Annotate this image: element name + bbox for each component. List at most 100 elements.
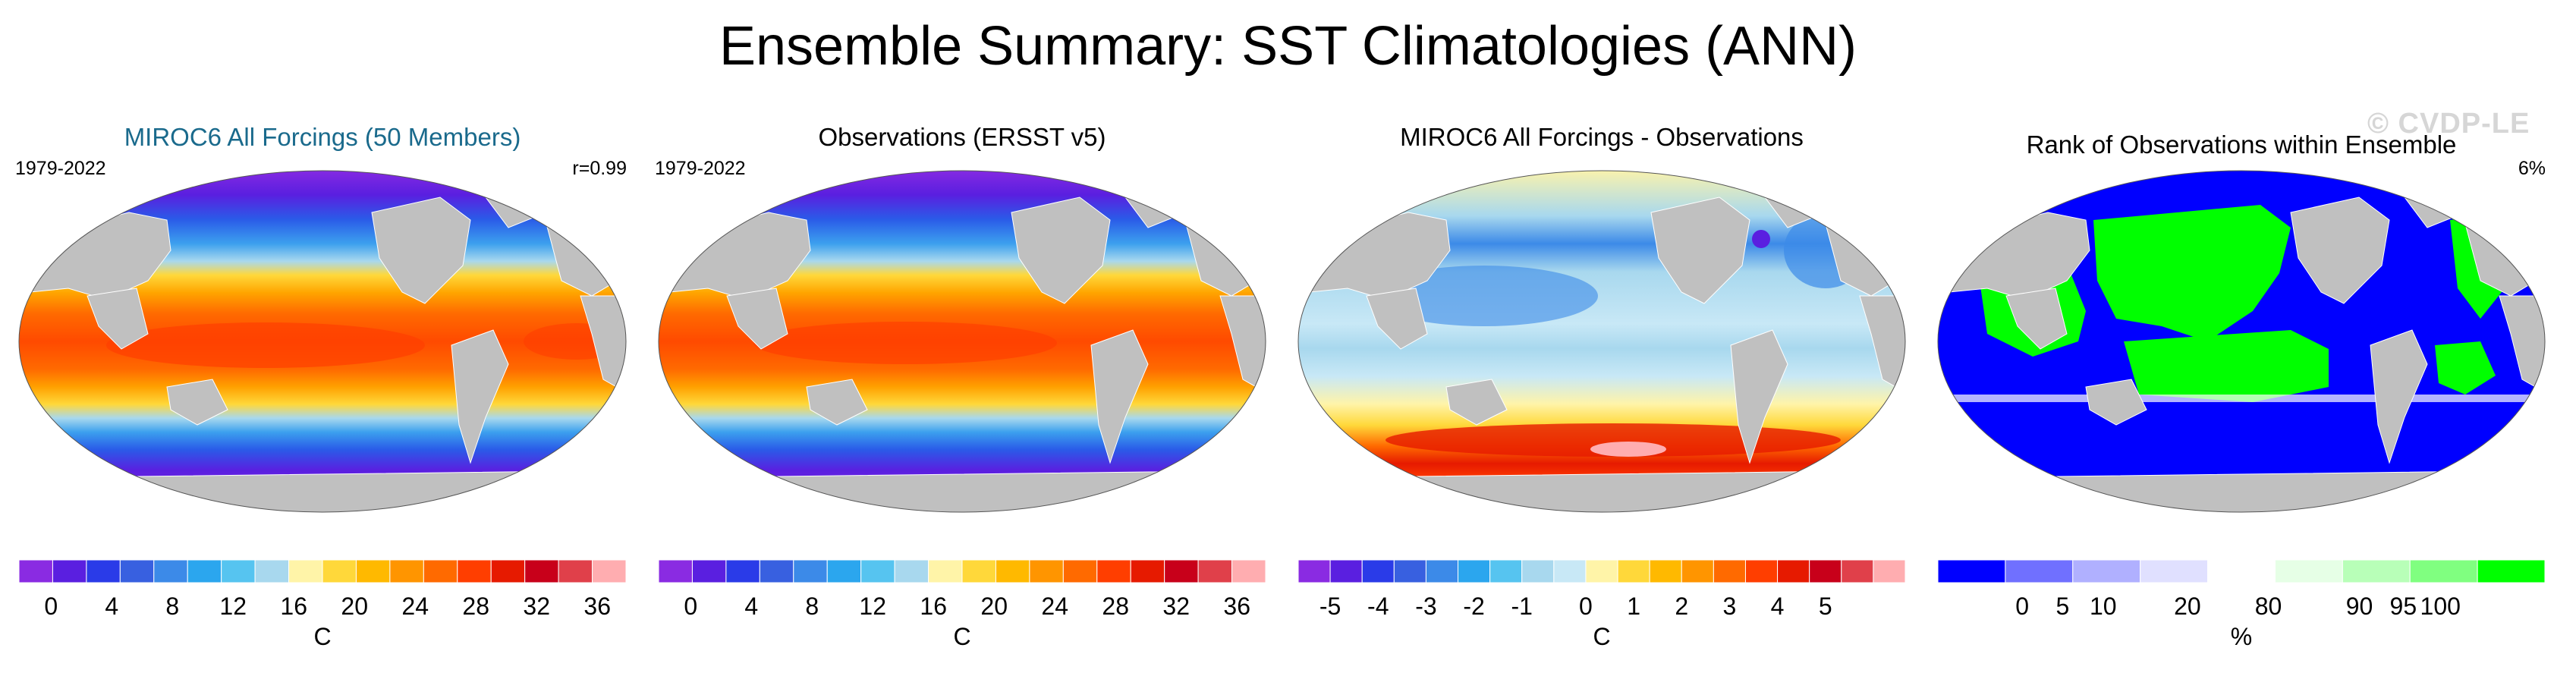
colorbar-box (1361, 560, 1395, 583)
colorbar-box (1425, 560, 1459, 583)
colorbar-unit: C (953, 623, 970, 650)
colorbar-ticks: 0 4 8 12 16 20 24 28 32 36 (684, 593, 1250, 620)
colorbar-box (288, 560, 323, 583)
colorbar-tick-label: -1 (1511, 593, 1533, 620)
colorbar-tick-label: -5 (1319, 593, 1341, 620)
colorbar-boxes (1297, 560, 1906, 583)
north-pacific-rank-high (2093, 205, 2291, 341)
panel-title: Rank of Observations within Ensemble (2026, 130, 2457, 159)
colorbar-box (423, 560, 458, 583)
colorbar-box (389, 560, 424, 583)
colorbar-box (457, 560, 492, 583)
colorbar-box (1713, 560, 1746, 583)
colorbar-tick-label: 12 (859, 593, 886, 620)
colorbar-box (2005, 560, 2074, 583)
colorbar: 0 4 8 12 16 20 24 28 32 36 C (18, 560, 627, 650)
colorbar-box (1841, 560, 1874, 583)
colorbar: 0 5 10 20 80 90 95 100 % (1937, 560, 2546, 650)
colorbar-box (759, 560, 794, 583)
colorbar-tick-label: 0 (44, 593, 58, 620)
colorbar-box (2274, 560, 2343, 583)
correlation-label: r=0.99 (572, 158, 627, 179)
colorbar-tick-label: 10 (2090, 593, 2117, 620)
colorbar-tick-label: 32 (1162, 593, 1190, 620)
colorbar-box (355, 560, 391, 583)
colorbar-box (524, 560, 559, 583)
colorbar-box (995, 560, 1030, 583)
rank-mid-band (1938, 395, 2545, 402)
area-fraction-label: 6% (2518, 158, 2546, 179)
colorbar-tick-label: 4 (744, 593, 758, 620)
colorbar-box (153, 560, 188, 583)
colorbar-box (221, 560, 256, 583)
colorbar-tick-label: 20 (980, 593, 1008, 620)
colorbar-box (1937, 560, 2006, 583)
colorbar-box (2342, 560, 2411, 583)
colorbar-box (1096, 560, 1131, 583)
colorbar-box (1164, 560, 1199, 583)
colorbar-tick-label: 90 (2346, 593, 2373, 620)
sst-map-observed (658, 170, 1266, 513)
southern-ocean-bias-maximum (1590, 442, 1666, 457)
colorbar-tick-label: 4 (105, 593, 118, 620)
colorbar-unit: % (2231, 623, 2252, 650)
colorbar-box (1585, 560, 1618, 583)
southern-ocean-warm-bias (1386, 423, 1841, 457)
colorbar-ticks: 0 5 10 20 80 90 95 100 (2015, 593, 2461, 620)
ocean-field (1298, 171, 1905, 512)
colorbar-tick-label: -4 (1367, 593, 1389, 620)
colorbar-tick-label: 8 (805, 593, 819, 620)
colorbar-tick-label: 95 (2390, 593, 2417, 620)
colorbar-box (558, 560, 593, 583)
colorbar-tick-label: 24 (1041, 593, 1068, 620)
colorbar-tick-label: 3 (1723, 593, 1737, 620)
colorbar-box (1458, 560, 1491, 583)
colorbar-box (928, 560, 963, 583)
panel-rank: Rank of Observations within Ensemble 6% (1926, 114, 2556, 676)
colorbar-tick-label: 100 (2420, 593, 2461, 620)
colorbar-box (2140, 560, 2209, 583)
colorbar-box (860, 560, 895, 583)
colorbar-tick-label: 20 (341, 593, 368, 620)
colorbar-tick-label: 1 (1627, 593, 1640, 620)
period-label: 1979-2022 (655, 158, 746, 179)
colorbar-tick-label: 0 (1579, 593, 1593, 620)
colorbar-ticks: 0 4 8 12 16 20 24 28 32 36 (44, 593, 611, 620)
colorbar-tick-label: 24 (401, 593, 429, 620)
colorbar-box (1029, 560, 1064, 583)
colorbar-box (86, 560, 121, 583)
colorbar-box (592, 560, 627, 583)
colorbar-box (322, 560, 357, 583)
panel-title: MIROC6 All Forcings (50 Members) (124, 123, 521, 151)
colorbar-box (52, 560, 87, 583)
colorbar-box (119, 560, 155, 583)
panel-bias: MIROC6 All Forcings - Observations (1287, 114, 1917, 676)
colorbar-box (1649, 560, 1682, 583)
south-atlantic-rank-high (2435, 341, 2496, 395)
colorbar-tick-label: -3 (1415, 593, 1436, 620)
colorbar-box (1744, 560, 1779, 583)
colorbar-box (793, 560, 828, 583)
colorbar-box (1393, 560, 1426, 583)
panel-model-climatology: MIROC6 All Forcings (50 Members) 1979-20… (8, 114, 637, 676)
colorbar-box (961, 560, 996, 583)
colorbar-tick-label: 12 (219, 593, 247, 620)
colorbar-box (1681, 560, 1714, 583)
colorbar-box (18, 560, 53, 583)
colorbar-box (1617, 560, 1650, 583)
colorbar-box (1231, 560, 1266, 583)
colorbar-box (691, 560, 727, 583)
colorbar-tick-label: 8 (165, 593, 179, 620)
sst-map-model (18, 170, 627, 513)
rank-map (1937, 170, 2546, 513)
colorbar-unit: C (1593, 623, 1610, 650)
bias-map (1297, 170, 1906, 513)
colorbar: -5 -4 -3 -2 -1 0 1 2 3 4 5 C (1297, 560, 1906, 650)
colorbar: 0 4 8 12 16 20 24 28 32 36 C (658, 560, 1266, 650)
warm-pool (106, 322, 425, 368)
colorbar-tick-label: 5 (2056, 593, 2070, 620)
colorbar-box (1062, 560, 1098, 583)
labrador-bias-minimum (1752, 230, 1770, 248)
period-label: 1979-2022 (15, 158, 106, 179)
colorbar-tick-label: 4 (1771, 593, 1785, 620)
